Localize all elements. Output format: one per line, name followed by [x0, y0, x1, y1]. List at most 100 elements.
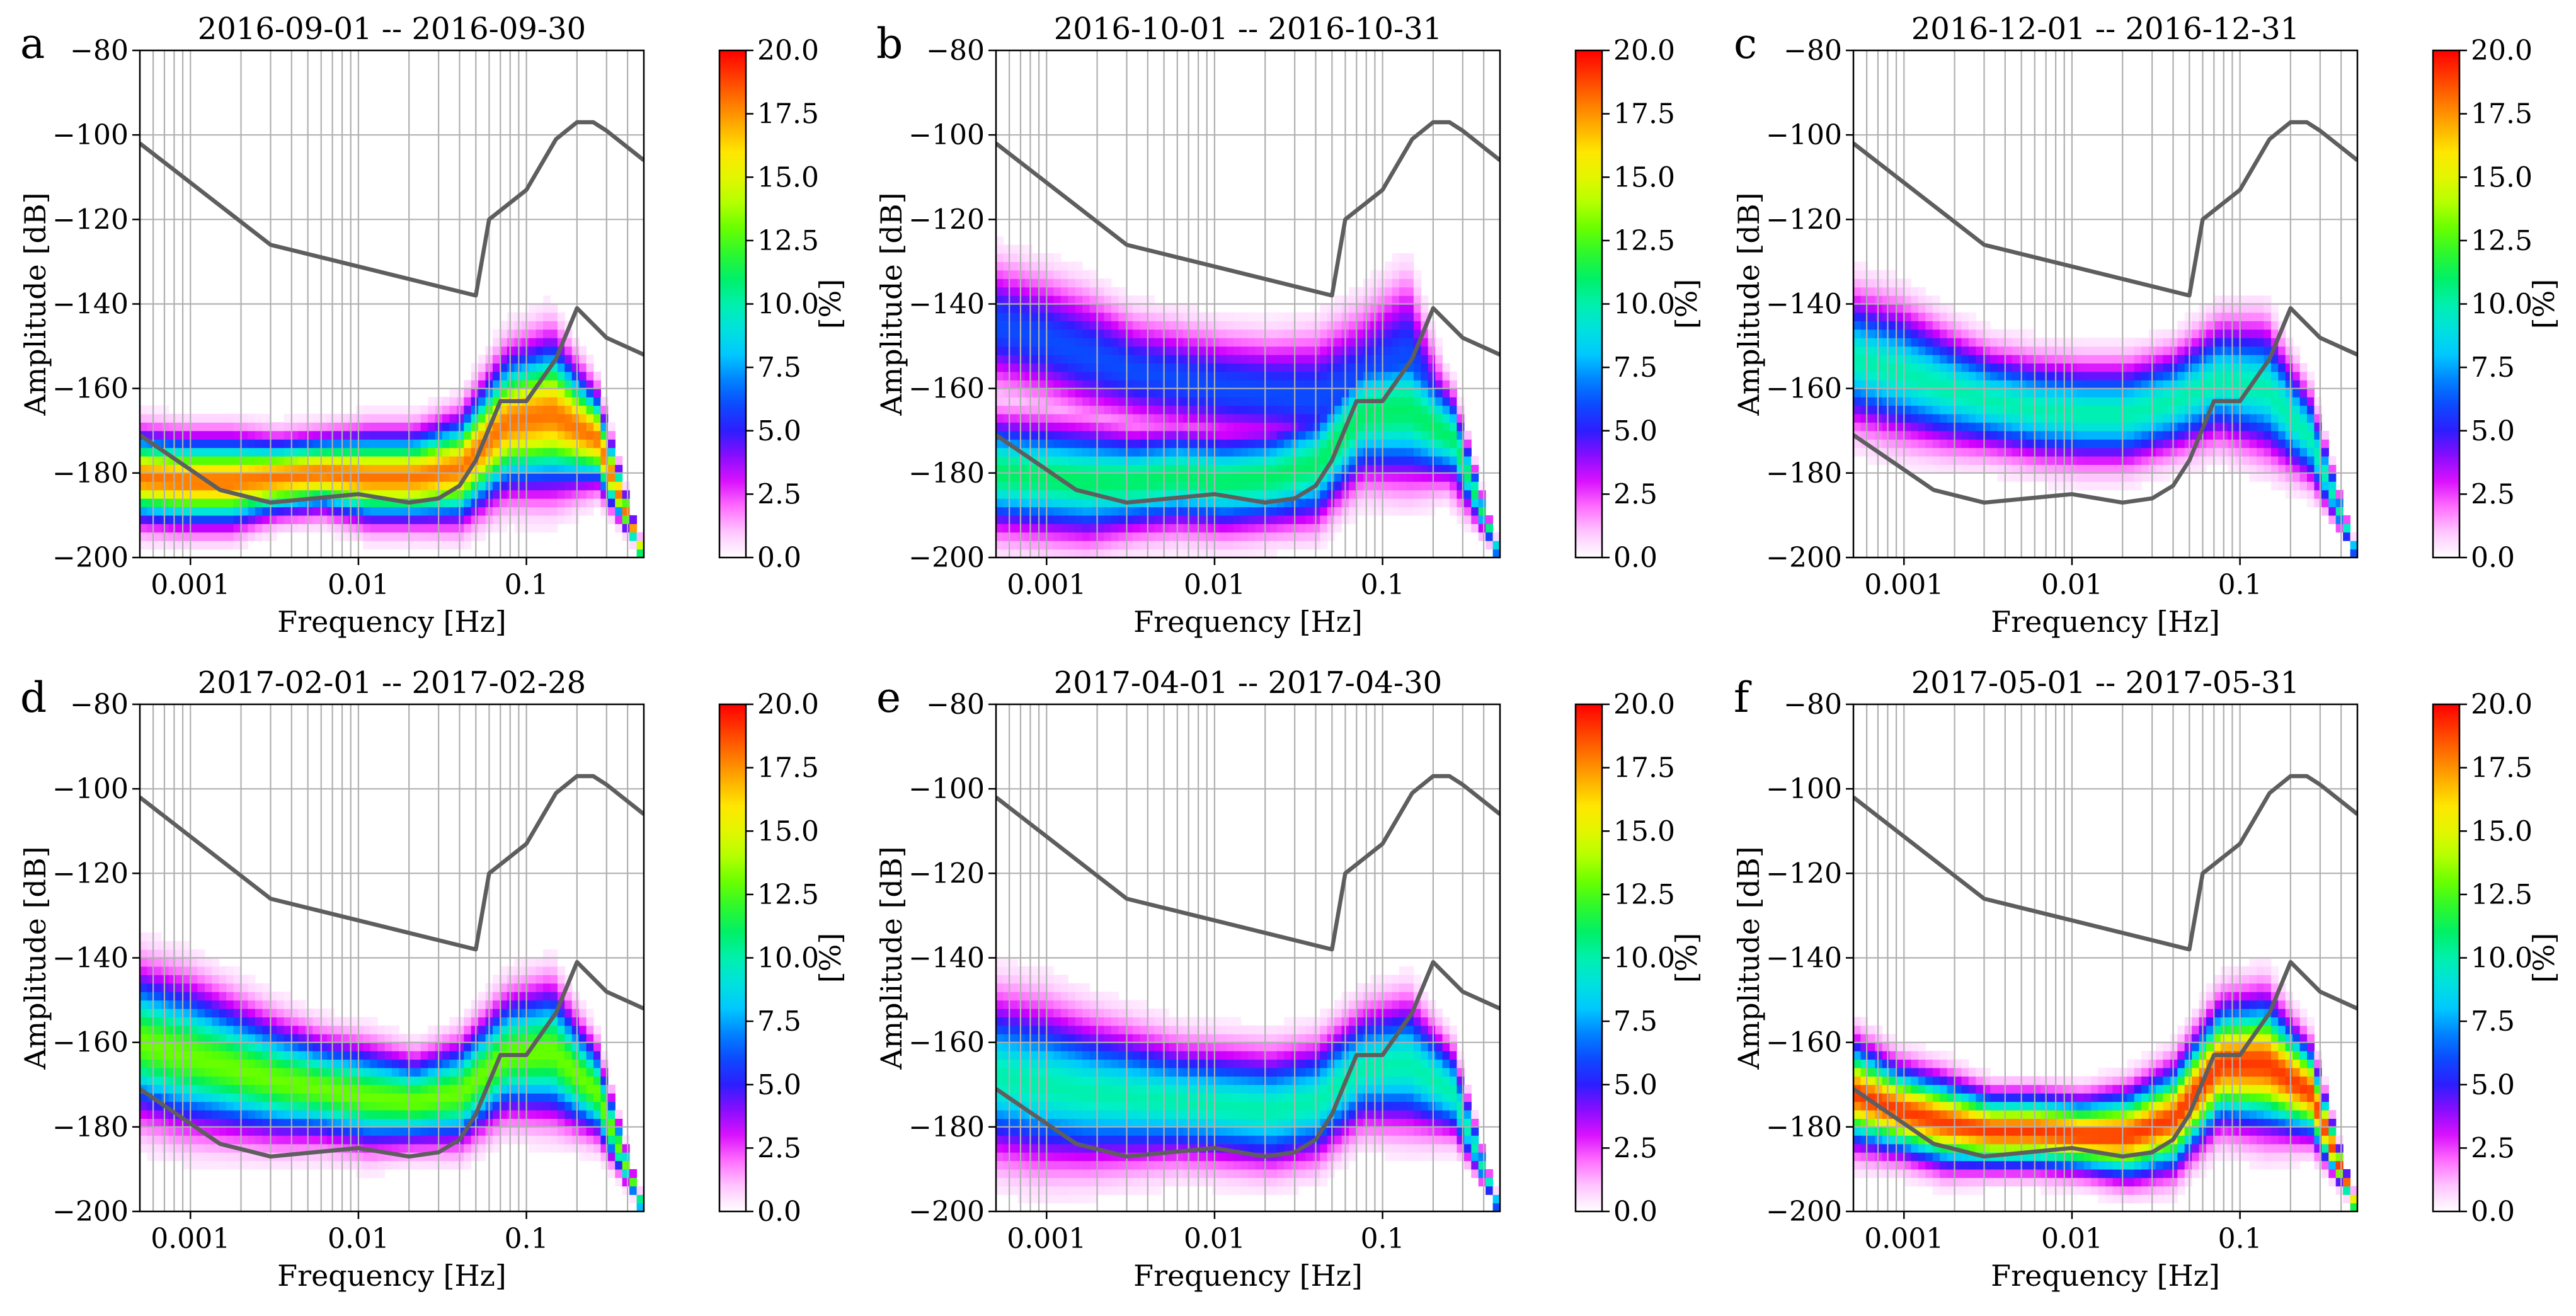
- heatmap-cell: [370, 413, 378, 423]
- heatmap-cell: [140, 405, 147, 415]
- heatmap-cell: [2076, 456, 2085, 465]
- heatmap-cell: [1219, 413, 1227, 423]
- heatmap-cell: [1399, 430, 1407, 440]
- heatmap-cell: [1976, 355, 1984, 363]
- heatmap-cell: [2098, 481, 2106, 491]
- heatmap-cell: [1413, 295, 1421, 305]
- colorbar-tick-label: 7.5: [757, 352, 801, 384]
- heatmap-cell: [1976, 456, 1984, 465]
- heatmap-cell: [1161, 481, 1169, 491]
- heatmap-cell: [2156, 447, 2163, 457]
- heatmap-cell: [2055, 338, 2063, 347]
- heatmap-cell: [514, 498, 522, 508]
- x-axis-label: Frequency [Hz]: [1991, 605, 2220, 639]
- heatmap-cell: [1046, 321, 1054, 330]
- heatmap-cell: [629, 532, 638, 541]
- heatmap-cell: [1211, 338, 1220, 347]
- heatmap-cell: [1154, 371, 1162, 380]
- heatmap-cell: [1298, 397, 1306, 406]
- heatmap-cell: [1904, 355, 1911, 363]
- heatmap-cell: [1284, 363, 1292, 372]
- heatmap-cell: [2018, 397, 2027, 406]
- heatmap-cell: [1918, 287, 1926, 296]
- heatmap-cell: [1211, 472, 1220, 482]
- heatmap-cell: [1068, 447, 1076, 457]
- heatmap-cell: [312, 430, 321, 440]
- heatmap-cell: [269, 439, 277, 449]
- heatmap-cell: [2119, 422, 2127, 432]
- heatmap-cell: [1075, 295, 1083, 305]
- heatmap-cell: [1082, 371, 1091, 380]
- heatmap-cell: [1450, 430, 1457, 440]
- heatmap-cell: [2112, 464, 2121, 474]
- heatmap-cell: [2055, 439, 2063, 449]
- heatmap-cell: [1327, 321, 1335, 330]
- heatmap-cell: [1053, 397, 1062, 406]
- heatmap-cell: [2220, 338, 2228, 347]
- heatmap-cell: [1450, 380, 1457, 389]
- heatmap-cell: [1118, 447, 1126, 457]
- heatmap-cell: [1111, 295, 1119, 305]
- heatmap-cell: [269, 506, 277, 516]
- heatmap-cell: [996, 388, 1004, 398]
- heatmap-cell: [1377, 439, 1385, 449]
- heatmap-cell: [1284, 355, 1292, 363]
- heatmap-cell: [1111, 456, 1119, 465]
- heatmap-cell: [1284, 481, 1292, 491]
- heatmap-cell: [2055, 464, 2063, 474]
- heatmap-cell: [2112, 405, 2121, 415]
- heatmap-cell: [428, 405, 436, 415]
- heatmap-cell: [571, 472, 580, 482]
- heatmap-cell: [298, 464, 306, 474]
- heatmap-cell: [1334, 481, 1342, 491]
- heatmap-cell: [456, 456, 464, 465]
- heatmap-cell: [1133, 541, 1141, 550]
- heatmap-cell: [1046, 346, 1054, 355]
- heatmap-cell: [212, 489, 220, 499]
- heatmap-cell: [1435, 456, 1443, 465]
- heatmap-cell: [1111, 439, 1119, 449]
- heatmap-cell: [2112, 346, 2121, 355]
- heatmap-cell: [1161, 363, 1169, 372]
- heatmap-cell: [1053, 430, 1062, 440]
- heatmap-cell: [305, 456, 313, 465]
- heatmap-cell: [543, 506, 551, 516]
- heatmap-cell: [277, 456, 285, 465]
- heatmap-cell: [1990, 329, 1998, 338]
- heatmap-cell: [507, 439, 515, 449]
- heatmap-cell: [1161, 346, 1169, 355]
- heatmap-cell: [1399, 489, 1407, 499]
- heatmap-cell: [190, 1000, 198, 1009]
- heatmap-cell: [1082, 346, 1091, 355]
- heatmap-cell: [449, 422, 457, 432]
- heatmap-cell: [1032, 355, 1040, 363]
- heatmap-cell: [262, 456, 270, 465]
- heatmap-cell: [428, 506, 436, 516]
- heatmap-cell: [1219, 338, 1227, 347]
- heatmap-cell: [1104, 355, 1112, 363]
- heatmap-cell: [500, 405, 508, 415]
- heatmap-cell: [1276, 329, 1285, 338]
- heatmap-cell: [1017, 388, 1026, 398]
- heatmap-cell: [557, 481, 565, 491]
- heatmap-cell: [464, 430, 472, 440]
- heatmap-cell: [154, 489, 162, 499]
- heatmap-cell: [1940, 338, 1948, 347]
- heatmap-cell: [2026, 388, 2034, 398]
- heatmap-cell: [190, 966, 198, 975]
- heatmap-cell: [2012, 439, 2020, 449]
- heatmap-cell: [1068, 397, 1076, 406]
- heatmap-cell: [140, 541, 147, 550]
- panel-b: 0.001 0.01 0.1−200−180−160−140−120−100−802…: [874, 11, 1703, 639]
- heatmap-cell: [1305, 439, 1314, 449]
- heatmap-cell: [1046, 532, 1054, 541]
- heatmap-cell: [543, 295, 551, 305]
- heatmap-cell: [2228, 312, 2236, 321]
- heatmap-cell: [1104, 287, 1112, 296]
- heatmap-cell: [1918, 380, 1926, 389]
- heatmap-cell: [449, 506, 457, 516]
- heatmap-cell: [1327, 439, 1335, 449]
- heatmap-cell: [521, 321, 529, 330]
- heatmap-cell: [2119, 346, 2127, 355]
- heatmap-cell: [269, 456, 277, 465]
